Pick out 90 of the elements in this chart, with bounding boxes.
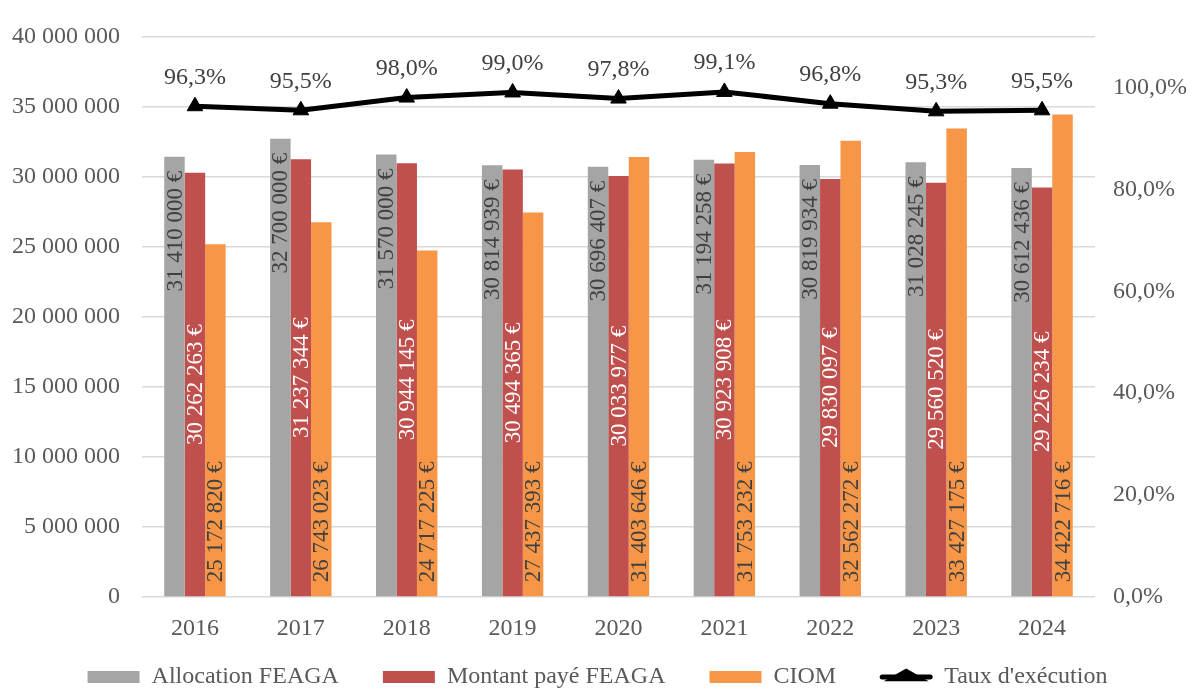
data-label: 97,8%: [587, 54, 650, 81]
data-label: 31 753 232 €: [731, 461, 757, 583]
legend-label: Montant payé FEAGA: [446, 662, 667, 689]
bar: [608, 176, 629, 597]
y-tick-label: 20 000 000: [12, 302, 120, 328]
data-label: 30 923 908 €: [711, 319, 737, 441]
data-label: 29 560 520 €: [923, 328, 949, 450]
bar: [290, 159, 312, 597]
bar: [205, 244, 226, 597]
bar: [946, 128, 967, 597]
data-label: 96,8%: [799, 59, 862, 86]
x-tick-label: 2018: [382, 613, 431, 640]
point: [821, 94, 839, 109]
bar: [1052, 114, 1073, 597]
y2-tick-label: 0,0%: [1113, 582, 1163, 609]
x-tick-label: 2020: [594, 613, 643, 640]
y-tick-label: 10 000 000: [12, 442, 120, 469]
y-tick-label: 35 000 000: [12, 91, 120, 118]
x-tick-label: 2016: [170, 613, 219, 640]
data-label: 30 696 407 €: [585, 180, 611, 302]
y2-tick-label: 20,0%: [1113, 480, 1175, 507]
point: [186, 96, 204, 112]
data-label: 31 028 245 €: [902, 175, 928, 297]
data-label: 31 194 258 €: [690, 173, 716, 295]
data-label: 30 033 977 €: [605, 325, 631, 447]
point: [716, 82, 733, 97]
y2-tick-label: 80,0%: [1113, 174, 1175, 201]
bar: [905, 162, 926, 597]
data-label: 99,1%: [693, 48, 756, 75]
y-tick-label: 40 000 000: [12, 21, 120, 48]
bar: [164, 156, 185, 597]
bar: [714, 163, 735, 597]
data-label: 30 494 365 €: [499, 322, 525, 444]
point: [610, 89, 627, 104]
data-label: 24 717 225 €: [414, 461, 440, 583]
bar: [311, 222, 332, 597]
data-label: 30 262 263 €: [181, 323, 207, 445]
bar: [502, 169, 523, 597]
y-tick-label: 25 000 000: [12, 231, 120, 258]
data-label: 26 743 023 €: [308, 461, 334, 583]
data-label: 31 570 000 €: [373, 168, 399, 290]
y-tick-label: 5 000 000: [24, 512, 120, 539]
data-label: 32 700 000 €: [267, 152, 293, 274]
data-label: 95,5%: [269, 66, 332, 93]
data-label: 27 437 393 €: [520, 461, 546, 583]
data-label: 29 226 234 €: [1029, 330, 1055, 453]
data-label: 34 422 716 €: [1049, 461, 1075, 583]
x-tick-label: 2017: [276, 613, 325, 640]
y-tick-label: 30 000 000: [12, 161, 120, 188]
x-tick-label: 2019: [488, 613, 537, 640]
legend-label: Allocation FEAGA: [151, 662, 340, 689]
point: [398, 88, 416, 103]
data-label: 30 944 145 €: [393, 318, 419, 441]
legend-label: CIOM: [773, 662, 837, 689]
y2-tick-label: 60,0%: [1113, 276, 1175, 303]
data-label: 95,3%: [905, 67, 968, 94]
data-label: 31 410 000 €: [161, 170, 187, 292]
data-label: 96,3%: [163, 62, 226, 89]
data-label: 31 237 344 €: [287, 316, 313, 439]
data-label: 31 403 646 €: [626, 461, 652, 583]
data-label: 29 830 097 €: [817, 326, 843, 448]
x-tick-label: 2022: [806, 613, 855, 640]
bar: [840, 140, 861, 597]
data-label: 99,0%: [481, 48, 544, 75]
point: [292, 100, 310, 116]
data-label: 30 612 436 €: [1008, 181, 1034, 303]
bar: [734, 151, 756, 597]
bar: [693, 159, 715, 597]
data-label: 32 562 272 €: [837, 461, 863, 583]
y2-tick-label: 100,0%: [1113, 72, 1187, 99]
y-tick-label: 0: [108, 582, 120, 609]
y2-tick-label: 40,0%: [1113, 378, 1175, 405]
data-label: 30 819 934 €: [796, 178, 822, 300]
x-tick-label: 2021: [700, 613, 749, 640]
y-tick-label: 15 000 000: [12, 372, 120, 399]
x-tick-label: 2023: [912, 613, 961, 640]
x-tick-label: 2024: [1018, 613, 1067, 640]
data-label: 33 427 175 €: [943, 461, 969, 583]
bar: [1011, 167, 1032, 597]
data-label: 25 172 820 €: [202, 461, 228, 583]
bar: [396, 163, 417, 597]
bar: [820, 178, 841, 597]
legend-label: Taux d'exécution: [944, 662, 1108, 689]
data-label: 98,0%: [375, 53, 438, 80]
point: [927, 101, 945, 117]
bar: [270, 138, 291, 597]
point: [504, 82, 521, 98]
point: [1033, 100, 1051, 116]
data-label: 30 814 939 €: [479, 178, 505, 300]
data-label: 95,5%: [1011, 66, 1074, 93]
